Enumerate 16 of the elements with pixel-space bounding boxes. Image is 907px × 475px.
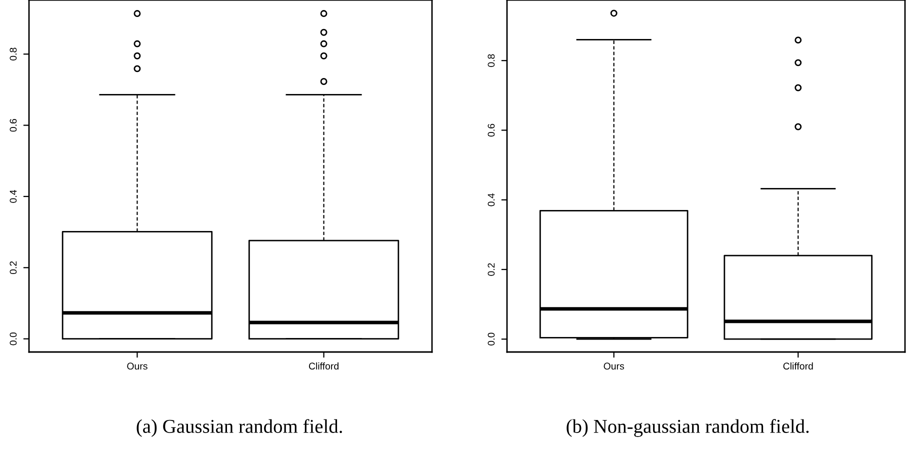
- y-tick-label: 0.6: [10, 118, 17, 132]
- x-tick-label: Ours: [604, 362, 624, 370]
- y-tick-label: 0.8: [10, 48, 17, 60]
- y-tick-label: 0.6: [488, 124, 495, 137]
- x-tick-label: Ours: [127, 362, 148, 370]
- text: (a) Gaussian random field.: [136, 419, 342, 437]
- y-tick-label: 0.2: [488, 263, 495, 276]
- x-tick-label: Clifford: [308, 362, 338, 370]
- y-tick-label: 0.0: [10, 332, 17, 346]
- y-tick-label: 0.4: [488, 193, 495, 206]
- y-tick-label: 0.8: [488, 54, 495, 67]
- y-tick-label: 0.0: [488, 332, 495, 346]
- y-tick-label: 0.2: [10, 261, 17, 274]
- y-tick-label: 0.4: [10, 190, 17, 203]
- x-tick-label: Clifford: [783, 362, 813, 370]
- text: (b) Non-gaussian random field.: [566, 419, 809, 437]
